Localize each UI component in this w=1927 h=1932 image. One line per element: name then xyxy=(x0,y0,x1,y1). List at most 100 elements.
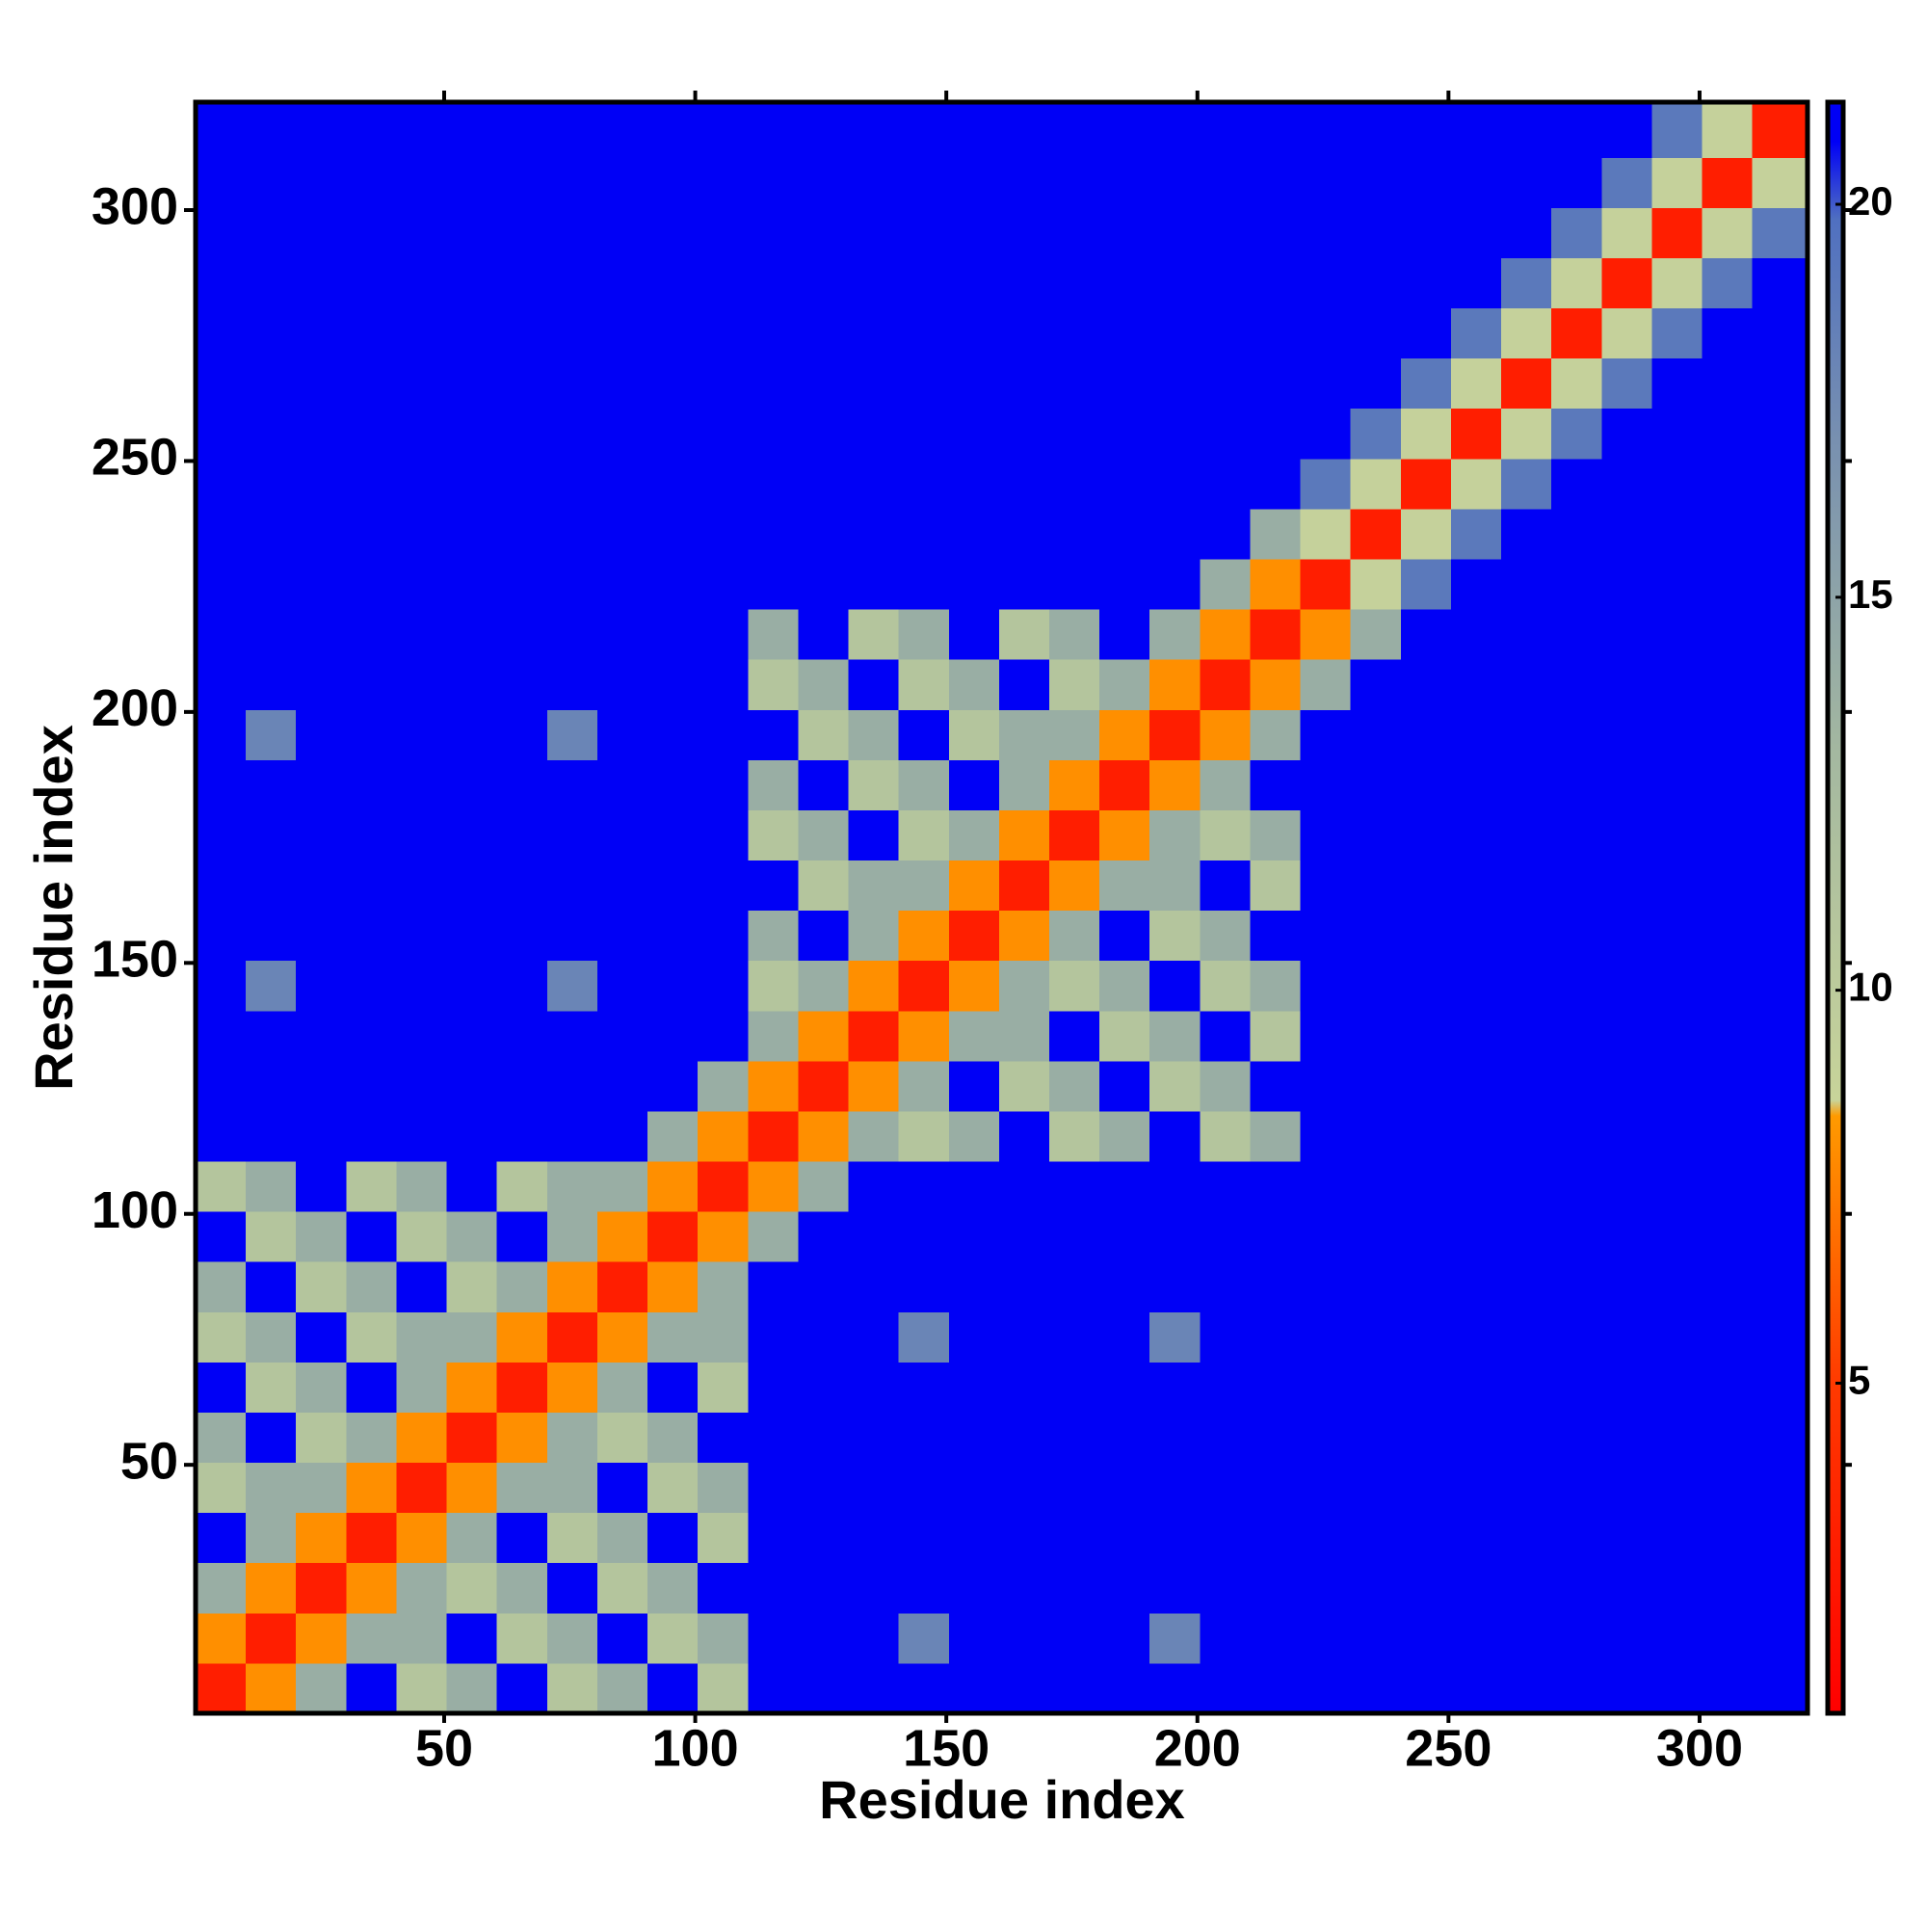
heatmap-cell xyxy=(1350,1110,1402,1162)
heatmap-cell xyxy=(698,910,749,962)
heatmap-cell xyxy=(898,1512,950,1564)
heatmap-cell xyxy=(196,102,247,158)
heatmap-cell xyxy=(748,1512,799,1564)
heatmap-cell xyxy=(698,1562,749,1614)
heatmap-cell xyxy=(1450,609,1502,660)
heatmap-cell xyxy=(596,960,648,1012)
heatmap-cell xyxy=(1250,458,1302,510)
heatmap-cell xyxy=(1651,1662,1703,1714)
heatmap-cell xyxy=(848,1010,900,1062)
heatmap-cell xyxy=(196,1462,247,1514)
heatmap-cell xyxy=(246,408,297,460)
heatmap-cell xyxy=(1049,1412,1100,1464)
heatmap-cell xyxy=(948,1110,1000,1162)
heatmap-cell xyxy=(948,157,1000,208)
heatmap-cell xyxy=(998,458,1050,510)
heatmap-cell xyxy=(346,1161,397,1212)
heatmap-cell xyxy=(1601,1110,1652,1162)
heatmap-cell xyxy=(1300,1261,1352,1312)
heatmap-cell xyxy=(948,1412,1000,1464)
heatmap-cell xyxy=(798,1562,850,1614)
heatmap-cell xyxy=(596,1110,648,1162)
heatmap-cell xyxy=(1350,157,1402,208)
heatmap-cell xyxy=(1300,1362,1352,1413)
heatmap-cell xyxy=(698,809,749,861)
heatmap-cell xyxy=(798,759,850,810)
heatmap-cell xyxy=(647,1612,699,1664)
heatmap-cell xyxy=(898,1060,950,1112)
heatmap-cell xyxy=(1450,357,1502,410)
heatmap-cell xyxy=(1400,1311,1452,1363)
heatmap-cell xyxy=(1099,860,1150,912)
heatmap-cell xyxy=(898,1612,950,1664)
heatmap-cell xyxy=(1501,102,1552,158)
heatmap-cell xyxy=(546,1211,598,1262)
heatmap-cell xyxy=(1300,809,1352,861)
heatmap-cell xyxy=(296,759,347,810)
heatmap-cell xyxy=(1752,102,1808,158)
heatmap-cell xyxy=(1400,408,1452,460)
heatmap-cell xyxy=(798,508,850,560)
heatmap-cell xyxy=(1501,609,1552,660)
heatmap-cell xyxy=(246,357,297,410)
heatmap-cell xyxy=(1049,1261,1100,1312)
heatmap-cell xyxy=(1752,207,1808,258)
heatmap-cell xyxy=(1601,1612,1652,1664)
heatmap-cell xyxy=(1200,659,1251,710)
heatmap-cell xyxy=(1099,1261,1150,1312)
heatmap-cell xyxy=(396,860,448,912)
heatmap-cell xyxy=(246,1010,297,1062)
heatmap-cell xyxy=(1400,910,1452,962)
heatmap-cell xyxy=(1149,709,1201,760)
heatmap-cell xyxy=(1099,357,1150,410)
heatmap-cell xyxy=(748,1412,799,1464)
heatmap-cell xyxy=(1200,1512,1251,1564)
heatmap-cell xyxy=(596,759,648,810)
heatmap-cell xyxy=(296,1512,347,1564)
heatmap-cell xyxy=(1200,1311,1251,1363)
heatmap-cell xyxy=(1350,508,1402,560)
heatmap-cell xyxy=(1149,659,1201,710)
heatmap-cell xyxy=(296,102,347,158)
heatmap-cell xyxy=(396,357,448,410)
heatmap-cell xyxy=(748,609,799,660)
heatmap-cell xyxy=(1099,1060,1150,1112)
heatmap-cell xyxy=(1702,157,1754,208)
heatmap-cell xyxy=(1200,910,1251,962)
heatmap-cell xyxy=(698,1462,749,1514)
heatmap-cell xyxy=(546,860,598,912)
heatmap-cell xyxy=(1651,508,1703,560)
heatmap-cell xyxy=(296,910,347,962)
heatmap-cell xyxy=(848,659,900,710)
heatmap-cell xyxy=(496,860,548,912)
heatmap-cell xyxy=(848,558,900,610)
heatmap-cell xyxy=(1752,1211,1808,1262)
heatmap-cell xyxy=(698,1110,749,1162)
heatmap-cell xyxy=(798,1261,850,1312)
heatmap-cell xyxy=(1200,1412,1251,1464)
heatmap-cell xyxy=(1702,508,1754,560)
heatmap-cell xyxy=(346,1110,397,1162)
heatmap-cell xyxy=(196,659,247,710)
heatmap-cell xyxy=(546,257,598,309)
heatmap-cell xyxy=(1651,408,1703,460)
heatmap-cell xyxy=(496,257,548,309)
heatmap-cell xyxy=(998,609,1050,660)
heatmap-cell xyxy=(446,1110,498,1162)
heatmap-cell xyxy=(596,1261,648,1312)
heatmap-cell xyxy=(1149,960,1201,1012)
heatmap-cell xyxy=(196,809,247,861)
heatmap-cell xyxy=(1450,1612,1502,1664)
heatmap-cell xyxy=(346,1562,397,1614)
heatmap-cell xyxy=(1400,1612,1452,1664)
heatmap-cell xyxy=(1400,1662,1452,1714)
heatmap-cell xyxy=(1551,408,1602,460)
heatmap-cell xyxy=(647,709,699,760)
heatmap-cell xyxy=(596,508,648,560)
heatmap-cell xyxy=(546,1010,598,1062)
heatmap-cell xyxy=(1250,659,1302,710)
heatmap-cell xyxy=(296,1562,347,1614)
heatmap-cell xyxy=(848,1060,900,1112)
heatmap-cell xyxy=(1450,960,1502,1012)
heatmap-cell xyxy=(1702,759,1754,810)
